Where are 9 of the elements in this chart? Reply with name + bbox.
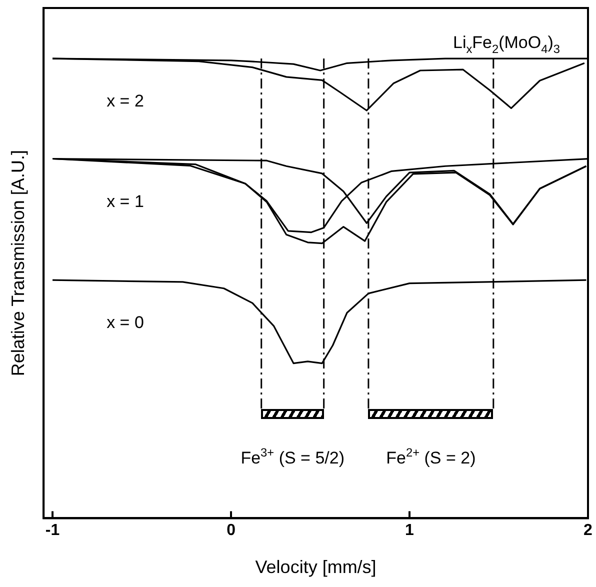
series-label: x = 2 [106,92,144,111]
x-tick-label: 1 [405,522,414,540]
series-label: x = 0 [106,313,144,332]
y-axis-title: Relative Transmission [A.U.] [8,150,28,376]
x-tick-label: -1 [45,522,60,540]
x-tick-label: 0 [226,522,236,540]
series-label: x = 1 [106,192,144,211]
x-tick-label: 2 [584,522,593,540]
x-axis-title: Velocity [mm/s] [255,557,376,578]
